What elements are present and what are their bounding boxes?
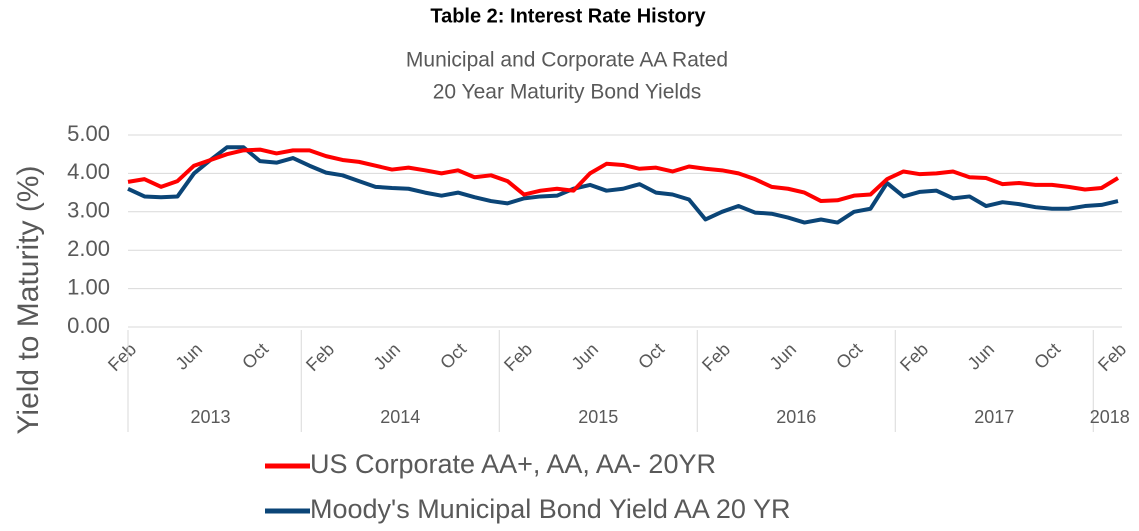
- x-group-label: 2018: [1090, 407, 1130, 427]
- x-tick-label: Feb: [1094, 339, 1130, 375]
- x-tick-label: Jun: [370, 339, 405, 374]
- x-tick-label: Feb: [698, 339, 734, 375]
- legend-label: US Corporate AA+, AA, AA- 20YR: [310, 449, 716, 479]
- x-tick-label: Jun: [172, 339, 207, 374]
- y-tick-label: 1.00: [67, 274, 110, 299]
- x-group-label: 2016: [776, 407, 816, 427]
- x-tick-label: Oct: [436, 339, 470, 373]
- x-tick-label: Jun: [766, 339, 801, 374]
- x-tick-label: Feb: [500, 339, 536, 375]
- y-tick-label: 2.00: [67, 236, 110, 261]
- x-tick-label: Feb: [302, 339, 338, 375]
- x-tick-label: Feb: [896, 339, 932, 375]
- legend-label: Moody's Municipal Bond Yield AA 20 YR: [310, 494, 790, 524]
- x-tick-label: Jun: [568, 339, 603, 374]
- x-group-label: 2015: [578, 407, 618, 427]
- x-tick-label: Oct: [1030, 339, 1064, 373]
- y-tick-label: 5.00: [67, 121, 110, 146]
- chart-title: Table 2: Interest Rate History: [430, 5, 706, 27]
- series-line: [127, 145, 1119, 225]
- y-tick-label: 3.00: [67, 198, 110, 223]
- y-tick-label: 4.00: [67, 159, 110, 184]
- x-group-label: 2017: [974, 407, 1014, 427]
- chart-subtitle: Municipal and Corporate AA Rated: [406, 49, 728, 72]
- x-tick-label: Oct: [238, 339, 272, 373]
- y-tick-label: 0.00: [67, 313, 110, 338]
- chart-subtitle: 20 Year Maturity Bond Yields: [433, 81, 702, 104]
- x-tick-label: Oct: [832, 339, 866, 373]
- x-group-label: 2014: [380, 407, 420, 427]
- x-tick-label: Jun: [964, 339, 999, 374]
- x-tick-label: Feb: [104, 339, 140, 375]
- series-line: [127, 147, 1120, 204]
- x-group-label: 2013: [190, 407, 230, 427]
- y-axis-label: Yield to Maturity (%): [12, 166, 45, 435]
- x-tick-label: Oct: [634, 339, 668, 373]
